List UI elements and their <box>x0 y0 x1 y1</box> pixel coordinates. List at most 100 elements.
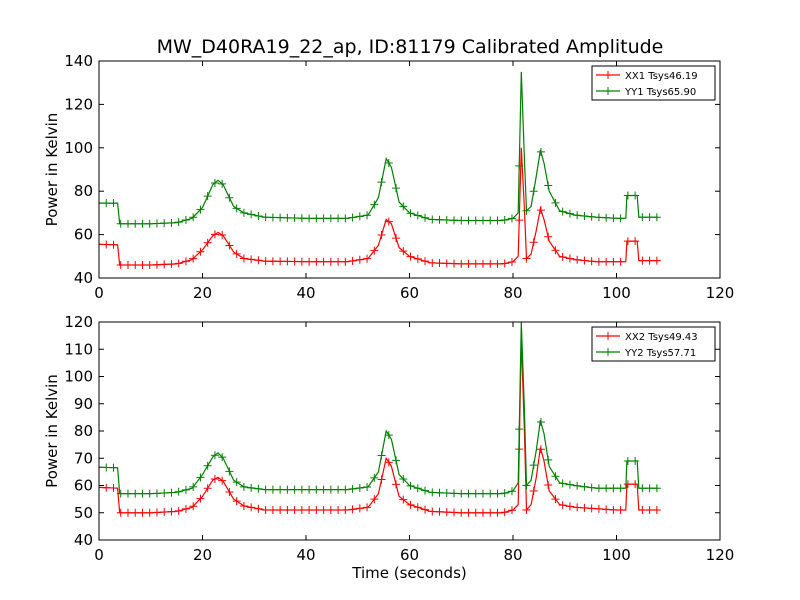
data-point-marker <box>218 179 227 188</box>
data-point-marker <box>428 488 437 497</box>
data-point-marker <box>536 147 545 156</box>
data-point-marker <box>522 481 531 490</box>
data-point-marker <box>276 257 285 266</box>
data-point-marker <box>116 219 125 228</box>
data-point-marker <box>319 506 328 515</box>
data-point-marker <box>580 256 589 265</box>
data-point-marker <box>145 219 154 228</box>
data-point-marker <box>225 193 234 202</box>
data-point-marker <box>544 181 553 190</box>
data-point-marker <box>145 489 154 498</box>
data-point-marker <box>471 489 480 498</box>
x-tick-label: 100 <box>602 546 631 564</box>
data-point-marker <box>116 508 125 517</box>
data-point-marker <box>406 500 415 509</box>
y-tick-label: 40 <box>74 531 93 549</box>
data-point-marker <box>160 508 169 517</box>
data-point-marker <box>181 485 190 494</box>
data-point-marker <box>558 207 567 216</box>
data-point-marker <box>565 480 574 489</box>
data-point-marker <box>536 445 545 454</box>
data-point-marker <box>312 257 321 266</box>
data-point-marker <box>623 237 632 246</box>
data-point-marker <box>160 260 169 269</box>
data-point-marker <box>623 480 632 489</box>
data-point-marker <box>189 213 198 222</box>
data-point-marker <box>406 252 415 261</box>
data-point-marker <box>326 506 335 515</box>
data-point-marker <box>232 249 241 258</box>
data-point-marker <box>152 260 161 269</box>
data-point-marker <box>406 209 415 218</box>
data-point-marker <box>558 252 567 261</box>
legend-label: YY2 Tsys57.71 <box>624 348 696 359</box>
data-point-marker <box>616 214 625 223</box>
data-point-marker <box>450 508 459 517</box>
data-point-marker <box>609 214 618 223</box>
data-point-marker <box>392 184 401 193</box>
data-point-marker <box>225 467 234 476</box>
data-point-marker <box>196 247 205 256</box>
data-point-marker <box>384 458 393 467</box>
data-point-marker <box>334 485 343 494</box>
data-point-marker <box>471 259 480 268</box>
data-point-marker <box>609 484 618 493</box>
data-point-marker <box>486 259 495 268</box>
data-point-marker <box>645 506 654 515</box>
data-point-marker <box>102 483 111 492</box>
data-point-marker <box>587 212 596 221</box>
data-point-marker <box>638 256 647 265</box>
data-point-marker <box>189 502 198 511</box>
data-point-marker <box>522 206 531 215</box>
data-point-marker <box>138 219 147 228</box>
data-point-marker <box>174 487 183 496</box>
data-point-marker <box>232 497 241 506</box>
data-point-marker <box>247 483 256 492</box>
data-point-marker <box>536 418 545 427</box>
data-point-marker <box>573 211 582 220</box>
data-point-marker <box>638 484 647 493</box>
data-point-marker <box>580 503 589 512</box>
data-point-marker <box>123 489 132 498</box>
legend-label: XX2 Tsys49.43 <box>625 332 698 343</box>
data-point-marker <box>616 484 625 493</box>
data-point-marker <box>363 503 372 512</box>
data-point-marker <box>138 508 147 517</box>
data-point-marker <box>254 504 263 513</box>
data-point-marker <box>247 210 256 219</box>
data-point-marker <box>123 508 132 517</box>
data-point-marker <box>363 482 372 491</box>
data-point-marker <box>131 508 140 517</box>
data-point-marker <box>261 485 270 494</box>
data-point-marker <box>435 259 444 268</box>
data-point-marker <box>377 178 386 187</box>
data-point-marker <box>268 213 277 222</box>
data-point-marker <box>602 257 611 266</box>
data-point-marker <box>580 482 589 491</box>
data-point-marker <box>558 479 567 488</box>
data-point-marker <box>392 234 401 243</box>
data-point-marker <box>464 508 473 517</box>
data-point-marker <box>239 501 248 510</box>
data-point-marker <box>319 485 328 494</box>
data-point-marker <box>160 488 169 497</box>
data-point-marker <box>160 219 169 228</box>
y-tick-label: 110 <box>64 340 93 358</box>
data-point-marker <box>377 451 386 460</box>
data-point-marker <box>334 257 343 266</box>
data-point-marker <box>102 199 111 208</box>
data-point-marker <box>558 501 567 510</box>
data-point-marker <box>239 482 248 491</box>
data-point-marker <box>210 451 219 460</box>
legend-marker <box>604 71 612 79</box>
data-point-marker <box>435 507 444 516</box>
data-point-marker <box>319 257 328 266</box>
data-point-marker <box>167 260 176 269</box>
data-point-marker <box>99 199 103 208</box>
data-point-marker <box>515 161 524 170</box>
data-point-marker <box>189 254 198 263</box>
x-axis-label: Time (seconds) <box>351 564 467 582</box>
data-point-marker <box>297 506 306 515</box>
data-point-marker <box>478 489 487 498</box>
data-point-marker <box>99 240 103 249</box>
